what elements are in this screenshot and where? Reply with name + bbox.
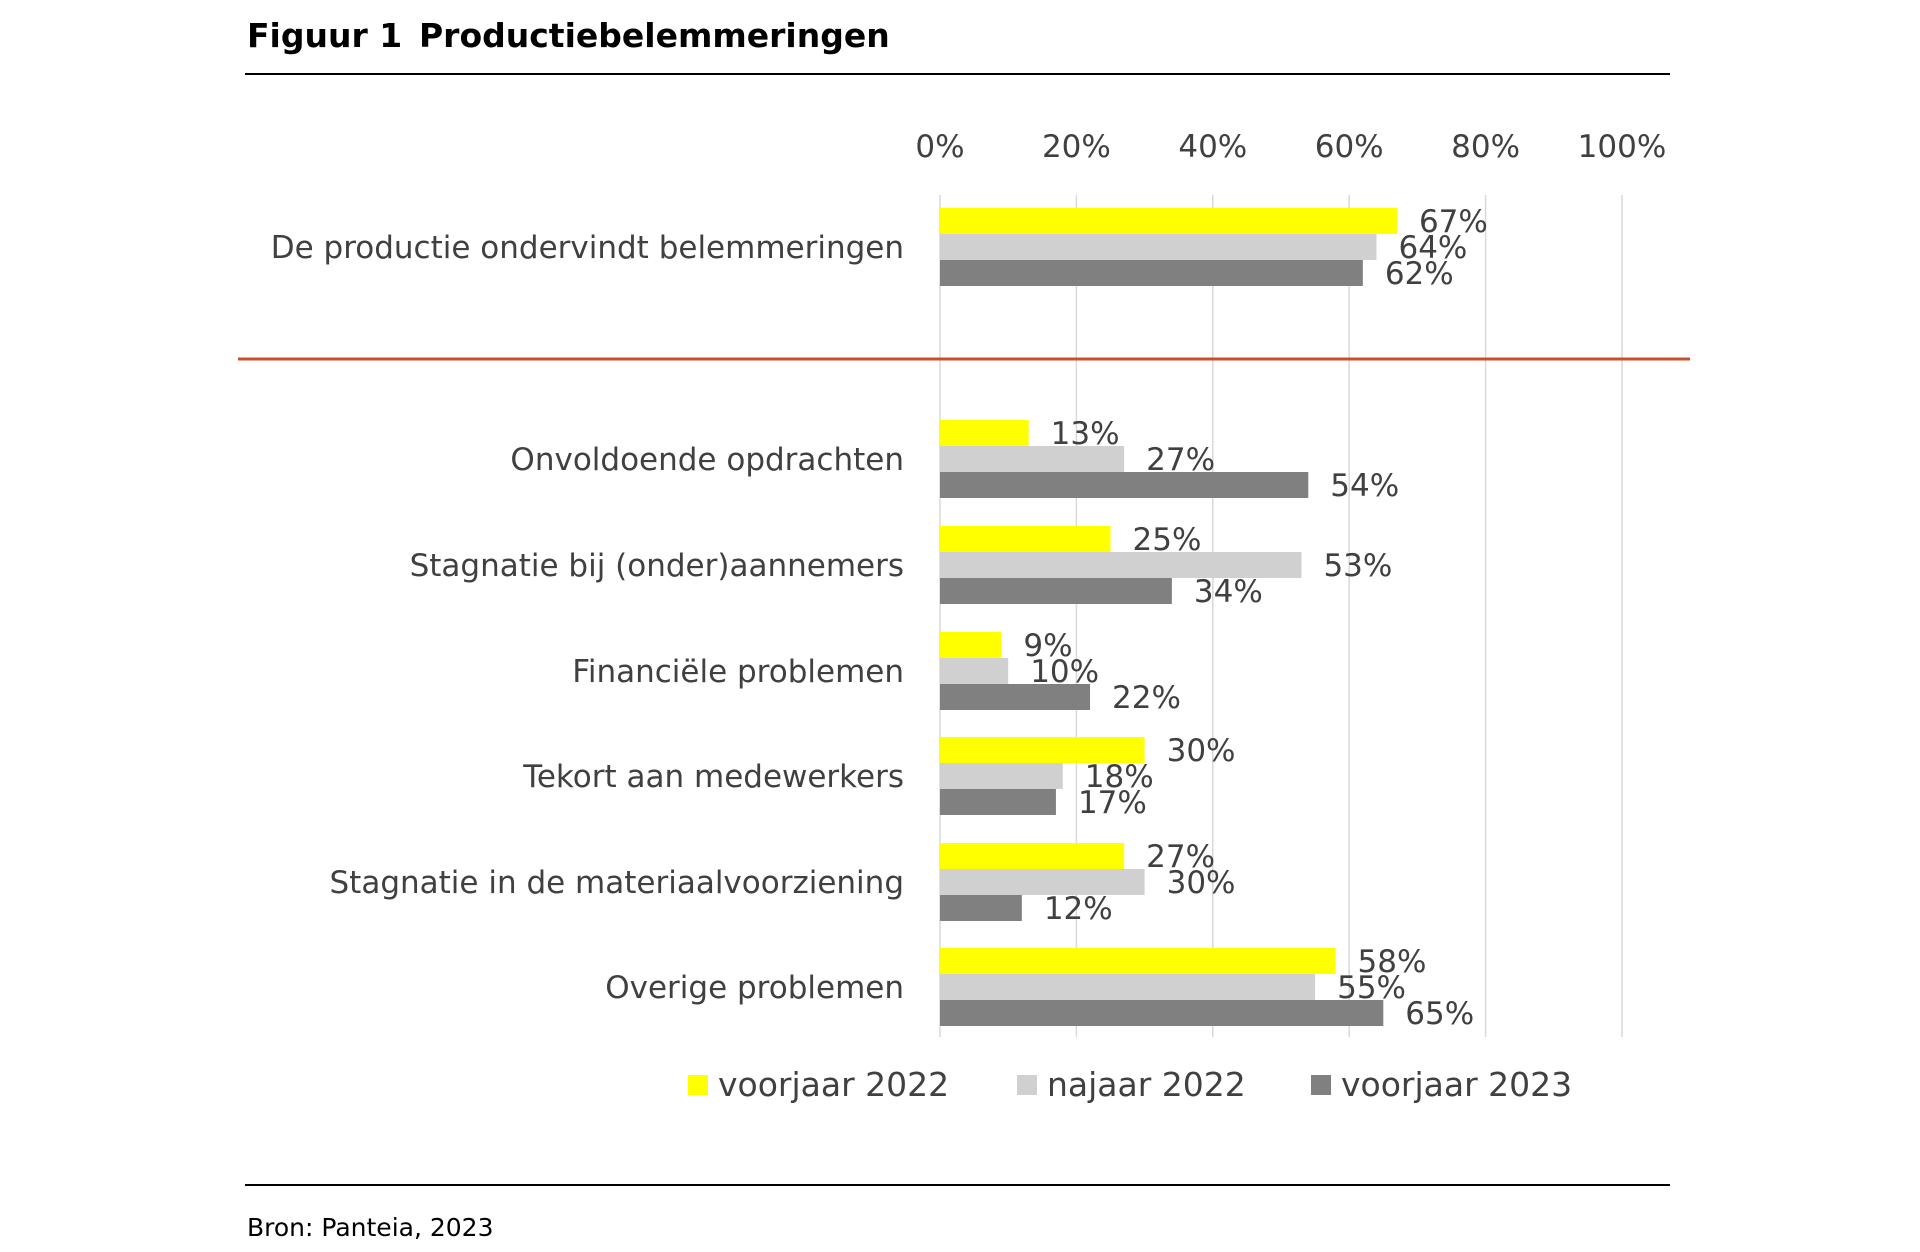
data-label-2-6: 65% [1405, 996, 1474, 1032]
x-tick-label-3: 60% [1315, 129, 1384, 165]
figure-source: Bron: Panteia, 2023 [247, 1213, 494, 1242]
category-label-6: Overige problemen [605, 970, 904, 1006]
data-label-2-0: 62% [1385, 256, 1454, 292]
data-label-1-4: 18% [1085, 759, 1154, 795]
category-label-0: De productie ondervindt belemmeringen [271, 230, 904, 266]
category-label-3: Financiële problemen [572, 654, 904, 690]
bar-1-0 [940, 234, 1377, 260]
top-rule [245, 73, 1670, 75]
bar-2-1 [940, 472, 1309, 498]
figure-number: Figuur 1 [247, 16, 403, 55]
bar-0-5 [940, 843, 1125, 869]
data-label-0-4: 30% [1167, 733, 1236, 769]
bar-2-6 [940, 1000, 1384, 1026]
bar-0-2 [940, 526, 1111, 552]
bar-0-0 [940, 208, 1397, 234]
legend-item-0: voorjaar 2022 [688, 1065, 949, 1104]
data-label-2-4: 17% [1078, 785, 1147, 821]
bar-1-4 [940, 763, 1063, 789]
figure-title-text: Productiebelemmeringen [419, 16, 890, 55]
bar-0-4 [940, 737, 1145, 763]
legend-item-2: voorjaar 2023 [1311, 1065, 1572, 1104]
legend-label-1: najaar 2022 [1047, 1065, 1246, 1104]
data-label-0-0: 67% [1419, 204, 1488, 240]
bar-2-3 [940, 684, 1091, 710]
bar-2-2 [940, 578, 1172, 604]
legend-label-2: voorjaar 2023 [1341, 1065, 1573, 1104]
category-label-4: Tekort aan medewerkers [522, 759, 904, 795]
category-label-1: Onvoldoende opdrachten [510, 442, 904, 478]
data-label-1-2: 53% [1323, 548, 1392, 584]
x-tick-label-1: 20% [1042, 129, 1111, 165]
figure-title: Figuur 1 Productiebelemmeringen [247, 16, 890, 55]
bar-1-5 [940, 869, 1145, 895]
category-label-2: Stagnatie bij (onder)aannemers [410, 548, 904, 584]
data-label-0-3: 9% [1023, 628, 1072, 664]
x-tick-label-4: 80% [1451, 129, 1520, 165]
data-label-1-5: 30% [1167, 865, 1236, 901]
bar-2-5 [940, 895, 1022, 921]
bar-1-6 [940, 974, 1316, 1000]
data-label-2-5: 12% [1044, 891, 1113, 927]
bar-0-6 [940, 948, 1336, 974]
legend-swatch-2 [1311, 1074, 1331, 1095]
bar-1-1 [940, 446, 1125, 472]
bar-0-1 [940, 420, 1029, 446]
legend-swatch-1 [1017, 1074, 1037, 1095]
bar-1-2 [940, 552, 1302, 578]
bar-1-3 [940, 658, 1009, 684]
data-label-2-2: 34% [1194, 574, 1263, 610]
data-label-0-6: 58% [1358, 944, 1427, 980]
chart-legend: voorjaar 2022 najaar 2022 voorjaar 2023 [0, 1065, 1920, 1115]
legend-swatch-0 [688, 1074, 708, 1095]
bottom-rule [245, 1184, 1670, 1186]
bar-2-4 [940, 789, 1056, 815]
bar-2-0 [940, 260, 1363, 286]
x-tick-label-0: 0% [915, 129, 964, 165]
bar-0-3 [940, 632, 1002, 658]
data-label-0-5: 27% [1146, 839, 1215, 875]
x-tick-label-5: 100% [1578, 129, 1667, 165]
x-tick-label-2: 40% [1178, 129, 1247, 165]
data-label-2-1: 54% [1330, 468, 1399, 504]
legend-label-0: voorjaar 2022 [718, 1065, 950, 1104]
legend-item-1: najaar 2022 [1017, 1065, 1246, 1104]
data-label-1-0: 64% [1398, 230, 1467, 266]
category-label-5: Stagnatie in de materiaalvoorziening [329, 865, 904, 901]
data-label-2-3: 22% [1112, 680, 1181, 716]
